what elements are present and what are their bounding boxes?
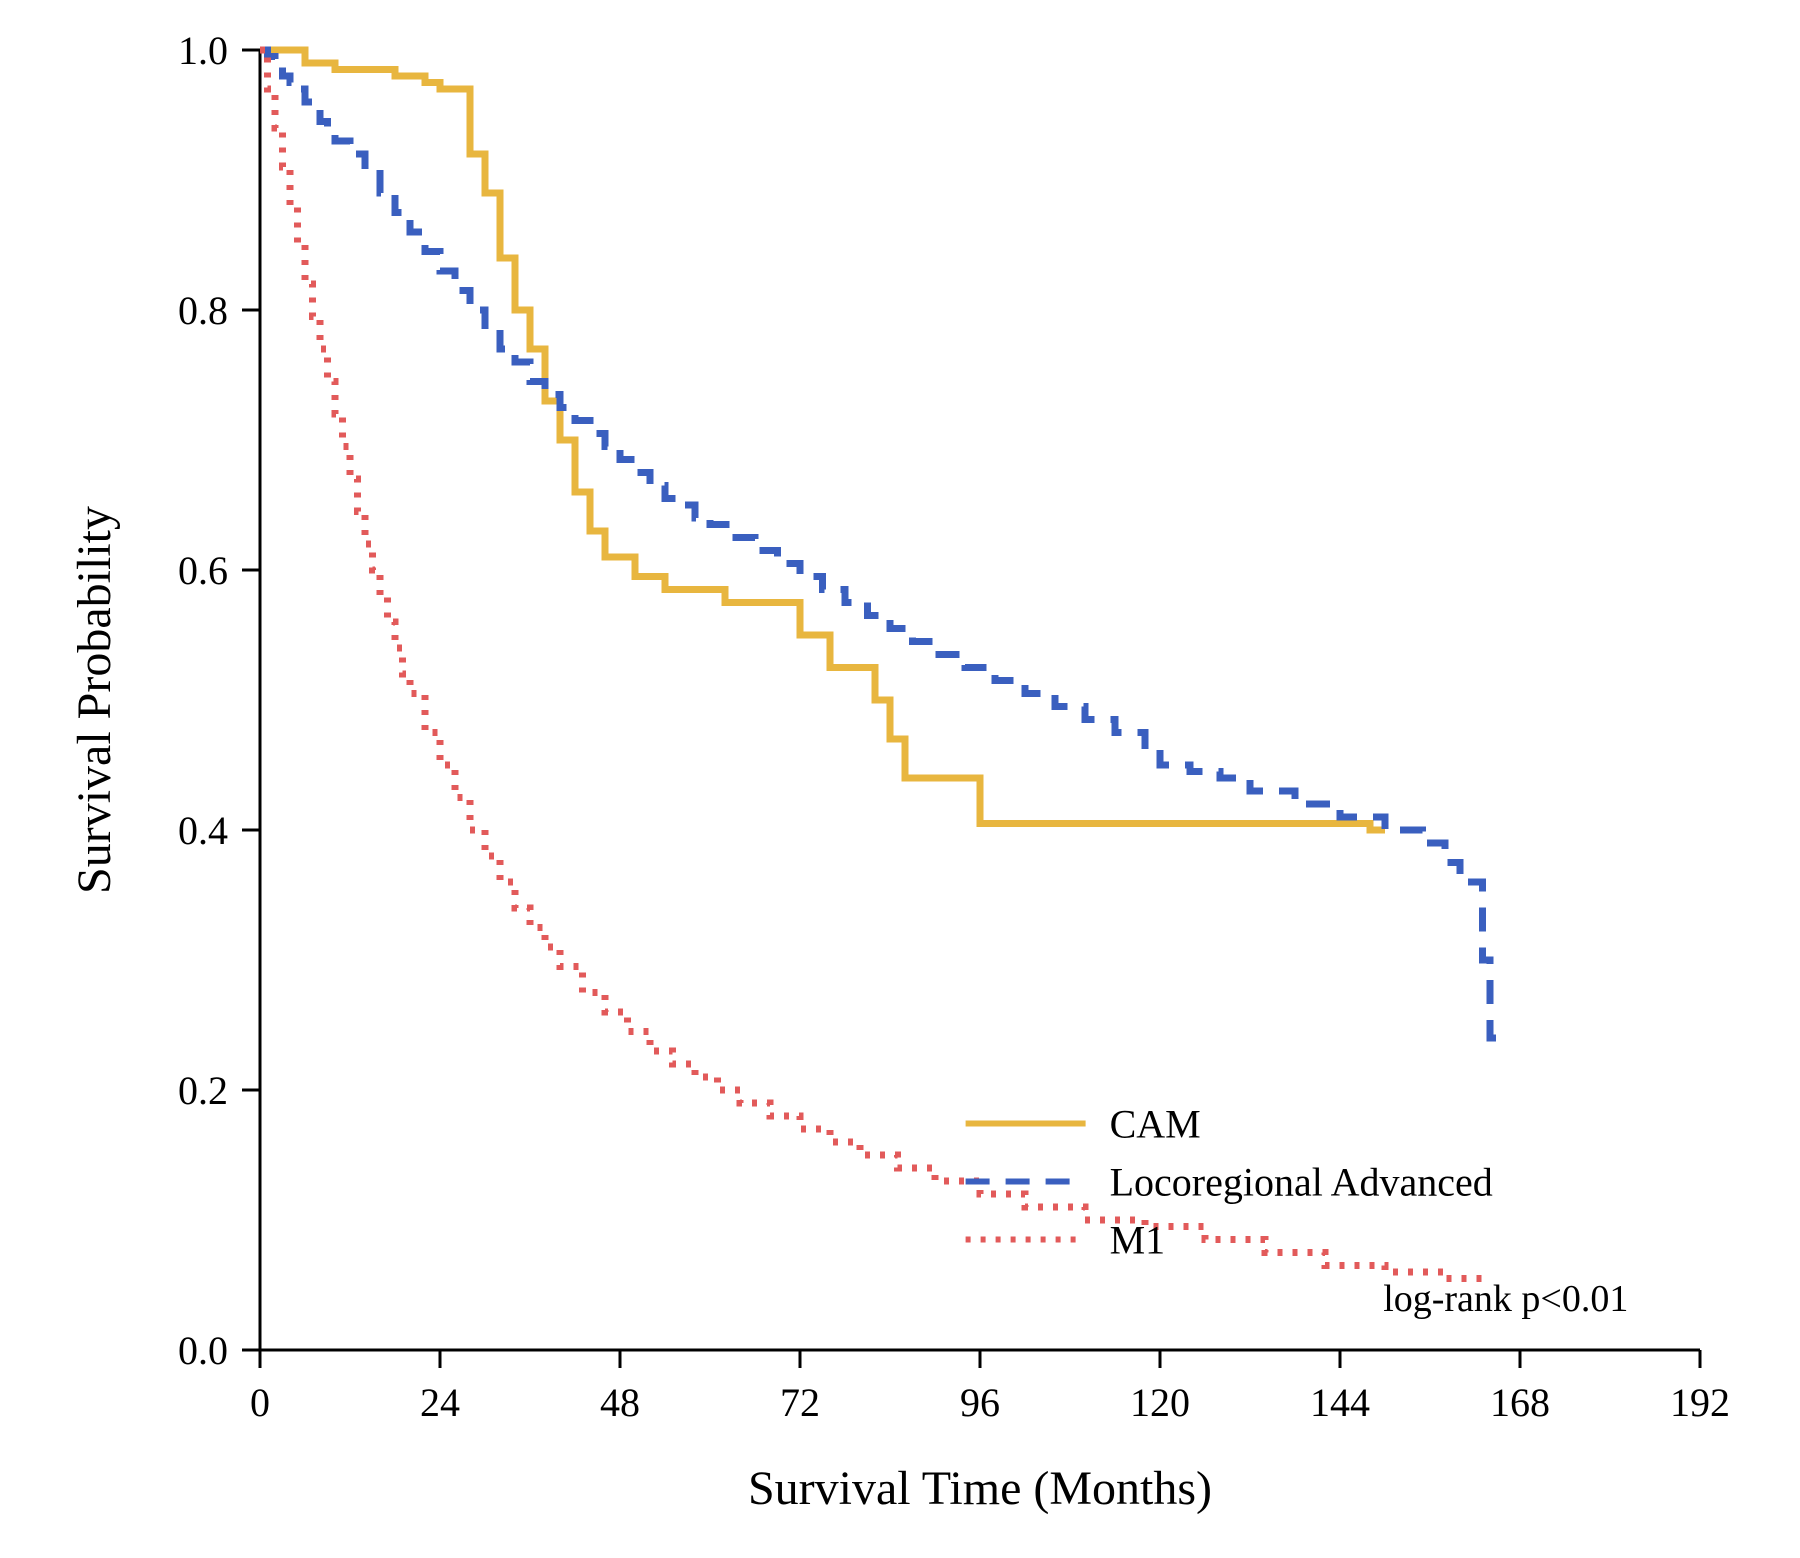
legend-label: CAM <box>1110 1102 1201 1147</box>
chart-svg: 0 24 48 72 96 120 144 168 192 0.0 0.2 0.4 0.6 0.8 1.0 S… <box>0 0 1800 1558</box>
x-tick-label: 48 <box>600 1380 640 1425</box>
x-tick-label: 192 <box>1670 1380 1730 1425</box>
y-tick-label: 0.0 <box>178 1328 228 1373</box>
y-tick-label: 0.4 <box>178 808 228 853</box>
x-tick-label: 24 <box>420 1380 460 1425</box>
x-tick-label: 144 <box>1310 1380 1370 1425</box>
y-tick-label: 1.0 <box>178 28 228 73</box>
series-locoregional-advanced <box>260 50 1505 1038</box>
legend-label: M1 <box>1110 1218 1166 1263</box>
x-tick-label: 120 <box>1130 1380 1190 1425</box>
y-tick-label: 0.6 <box>178 548 228 593</box>
y-tick-label: 0.2 <box>178 1068 228 1113</box>
series-cam <box>260 50 1385 830</box>
x-tick-label: 0 <box>250 1380 270 1425</box>
x-tick-label: 72 <box>780 1380 820 1425</box>
x-tick-label: 96 <box>960 1380 1000 1425</box>
x-axis-label: Survival Time (Months) <box>748 1462 1212 1515</box>
x-tick-label: 168 <box>1490 1380 1550 1425</box>
survival-chart: 0 24 48 72 96 120 144 168 192 0.0 0.2 0.4 0.6 0.8 1.0 S… <box>0 0 1800 1558</box>
y-axis-label: Survival Probability <box>68 506 121 894</box>
logrank-annotation: log-rank p<0.01 <box>1383 1278 1628 1320</box>
y-tick-label: 0.8 <box>178 288 228 333</box>
legend-label: Locoregional Advanced <box>1110 1160 1493 1205</box>
